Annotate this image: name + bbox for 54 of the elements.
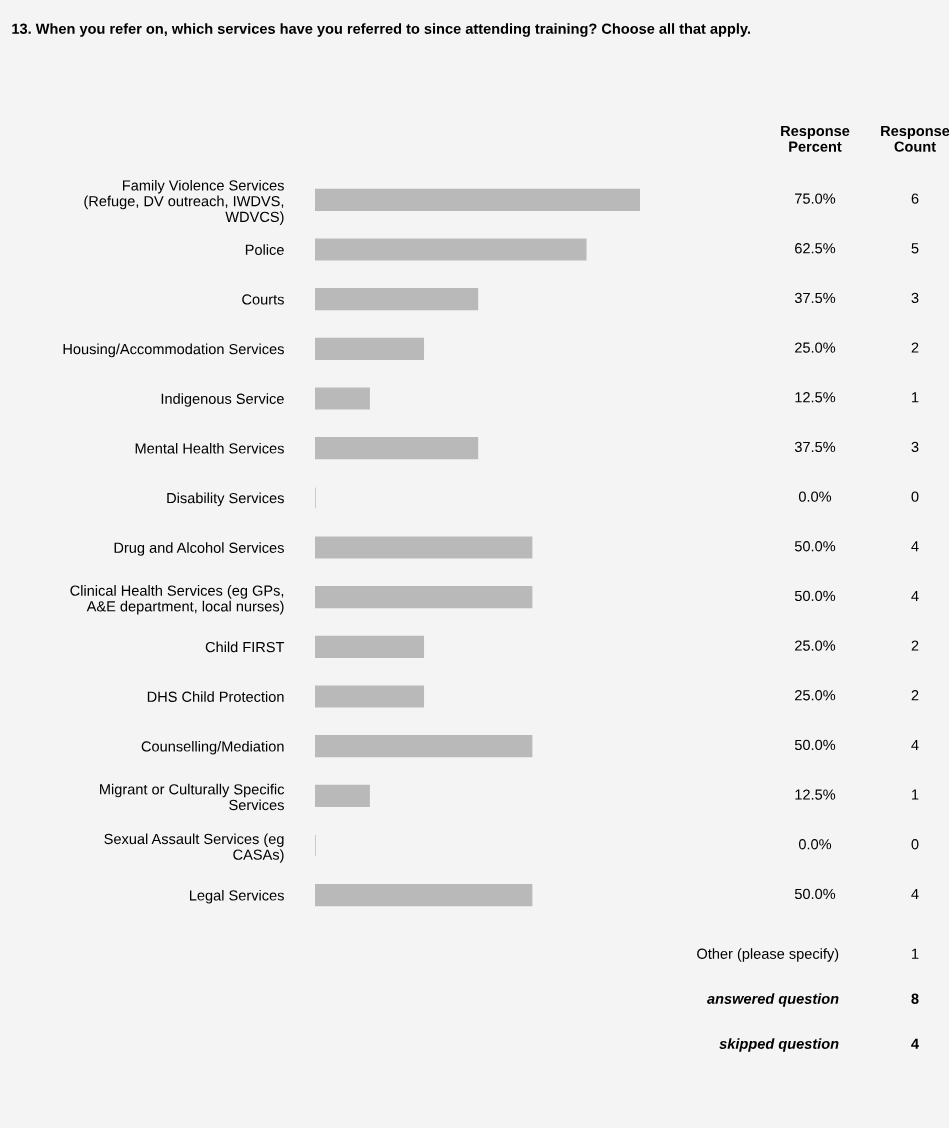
text: answered question — [707, 993, 839, 1007]
y-tick-label: Police — [245, 244, 284, 255]
y-tick-label: Drug and Alcohol Services — [114, 542, 284, 556]
text: Response Count — [881, 125, 949, 152]
data-label: 25.0% — [795, 342, 836, 353]
text: 1 — [912, 392, 919, 403]
y-tick-label: Disability Services — [167, 492, 284, 507]
data-label: 50.0% — [794, 541, 836, 552]
text: 1 — [912, 789, 919, 800]
y-tick-label: DHS Child Protection — [147, 691, 284, 702]
text: 6 — [911, 193, 919, 204]
data-label: 50.0% — [794, 739, 836, 751]
y-tick-label: Indigenous Service — [161, 393, 284, 407]
text: 4 — [911, 1038, 919, 1049]
data-label: 12.5% — [795, 789, 836, 800]
data-label: 25.0% — [795, 640, 836, 651]
text: 2 — [911, 342, 919, 353]
data-label: 75.0% — [795, 193, 836, 204]
text: 4 — [911, 541, 919, 552]
text: 5 — [911, 243, 919, 254]
text: 2 — [911, 640, 919, 651]
y-tick-label: Sexual Assault Services (eg CASAs) — [104, 833, 284, 863]
y-tick-label: Counselling/Mediation — [141, 740, 284, 755]
text: Response Percent — [781, 125, 850, 152]
data-label: 0.0% — [798, 839, 832, 850]
y-tick-label: Legal Services — [189, 889, 284, 904]
y-tick-label: Child FIRST — [205, 641, 285, 653]
text: Other (please specify) — [697, 948, 839, 962]
y-tick-label: Courts — [242, 294, 284, 305]
data-label: 12.5% — [795, 392, 836, 403]
y-tick-label: Housing/Accommodation Services — [63, 343, 284, 358]
y-tick-label: Mental Health Services — [135, 442, 284, 454]
chart-title: 13. When you refer on, which services have you referred to since attending training? Choose all that apply. — [12, 23, 750, 37]
text: 4 — [911, 888, 919, 899]
text: 4 — [911, 590, 919, 601]
data-label: 37.5% — [794, 292, 836, 304]
text: 8 — [911, 993, 919, 1004]
text: 1 — [912, 948, 919, 959]
text: 3 — [911, 292, 919, 304]
y-tick-label: Migrant or Culturally Specific Services — [100, 783, 285, 811]
data-label: 25.0% — [795, 690, 836, 701]
text: 3 — [911, 441, 919, 453]
data-label: 0.0% — [798, 491, 832, 502]
data-label: 50.0% — [794, 888, 836, 900]
y-tick-label: Clinical Health Services (eg GPs, A&E department, local nurses) — [70, 585, 284, 615]
data-label: 50.0% — [794, 590, 836, 602]
text: 2 — [911, 690, 919, 701]
text: 0 — [911, 491, 919, 502]
data-label: 62.5% — [795, 243, 836, 254]
text: skipped question — [719, 1038, 839, 1052]
data-label: 37.5% — [794, 441, 836, 453]
text: 0 — [911, 839, 919, 850]
text: 4 — [911, 739, 919, 750]
y-tick-label: Family Violence Services (Refuge, DV outreach, IWDVS, WDVCS) — [84, 179, 284, 225]
